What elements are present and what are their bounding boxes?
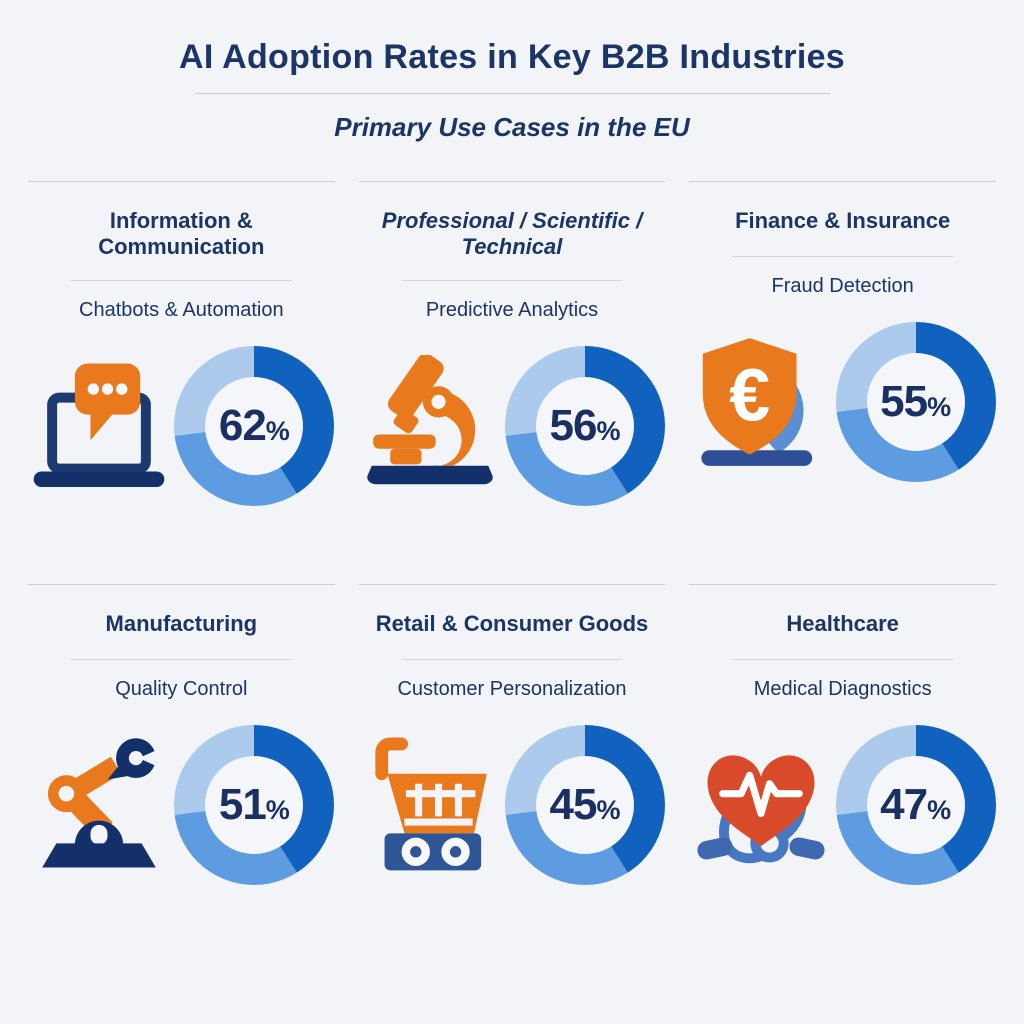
- shield-euro-icon: €: [701, 338, 812, 466]
- industry-title: Professional / Scientific / Technical: [381, 208, 643, 259]
- panel-manufacturing: Manufacturing Quality Control: [28, 584, 335, 885]
- percent-sign: %: [265, 415, 290, 446]
- panel-information-communication: Information & Communication Chatbots & A…: [28, 181, 335, 506]
- panel-retail-consumer-goods: Retail & Consumer Goods Customer Persona…: [358, 584, 666, 885]
- donut-chart: 56 %: [504, 346, 665, 506]
- use-case-label: Predictive Analytics: [425, 299, 599, 321]
- panel-grid: Information & Communication Chatbots & A…: [0, 181, 1024, 885]
- use-case-label: Customer Personalization: [397, 678, 627, 700]
- industry-title: Retail & Consumer Goods: [375, 611, 649, 636]
- percent-sign: %: [927, 794, 952, 825]
- euro-glyph: €: [729, 353, 770, 436]
- donut-chart: 51 %: [174, 725, 335, 885]
- percent-sign: %: [265, 794, 290, 825]
- page-subtitle: Primary Use Cases in the EU: [334, 112, 690, 142]
- use-case-label: Quality Control: [115, 678, 248, 700]
- industry-title: Healthcare: [786, 611, 899, 636]
- percent-sign: %: [596, 794, 621, 825]
- header-divider: [194, 93, 830, 94]
- percent-value: 62: [218, 401, 267, 450]
- panel-divider: [70, 280, 292, 281]
- panel-finance-insurance: Finance & Insurance Fraud Detection € 55…: [689, 181, 996, 506]
- panel-professional-scientific-technical: Professional / Scientific / Technical Pr…: [358, 181, 666, 506]
- percent-value: 56: [549, 401, 598, 450]
- percent-value: 51: [218, 780, 267, 829]
- panel-divider: [732, 659, 954, 660]
- industry-title: Information & Communication: [98, 208, 265, 259]
- panel-divider: [401, 659, 623, 660]
- use-case-label: Medical Diagnostics: [753, 678, 932, 700]
- use-case-label: Chatbots & Automation: [79, 299, 284, 321]
- heart-pulse-icon: [697, 755, 825, 864]
- panel-divider: [70, 659, 292, 660]
- use-case-label: Fraud Detection: [771, 275, 914, 297]
- page-title: AI Adoption Rates in Key B2B Industries: [179, 38, 845, 76]
- percent-sign: %: [927, 391, 952, 422]
- microscope-icon: [367, 355, 493, 485]
- panel-divider: [732, 256, 954, 257]
- header: AI Adoption Rates in Key B2B Industries …: [0, 0, 1024, 143]
- panel-divider: [401, 280, 623, 281]
- donut-chart: 47 %: [835, 725, 996, 885]
- percent-value: 55: [880, 377, 928, 426]
- donut-chart: 62 %: [174, 346, 335, 506]
- robot-arm-icon: [42, 738, 168, 868]
- industry-title: Manufacturing: [105, 611, 258, 636]
- percent-value: 47: [880, 780, 928, 829]
- donut-chart: 55 %: [835, 322, 996, 482]
- shopping-cart-icon: [375, 737, 487, 871]
- industry-title: Finance & Insurance: [735, 208, 951, 233]
- percent-value: 45: [549, 780, 598, 829]
- donut-chart: 45 %: [504, 725, 665, 885]
- percent-sign: %: [596, 415, 621, 446]
- panel-healthcare: Healthcare Medical Diagnostics: [689, 584, 996, 885]
- laptop-chat-icon: [34, 363, 165, 488]
